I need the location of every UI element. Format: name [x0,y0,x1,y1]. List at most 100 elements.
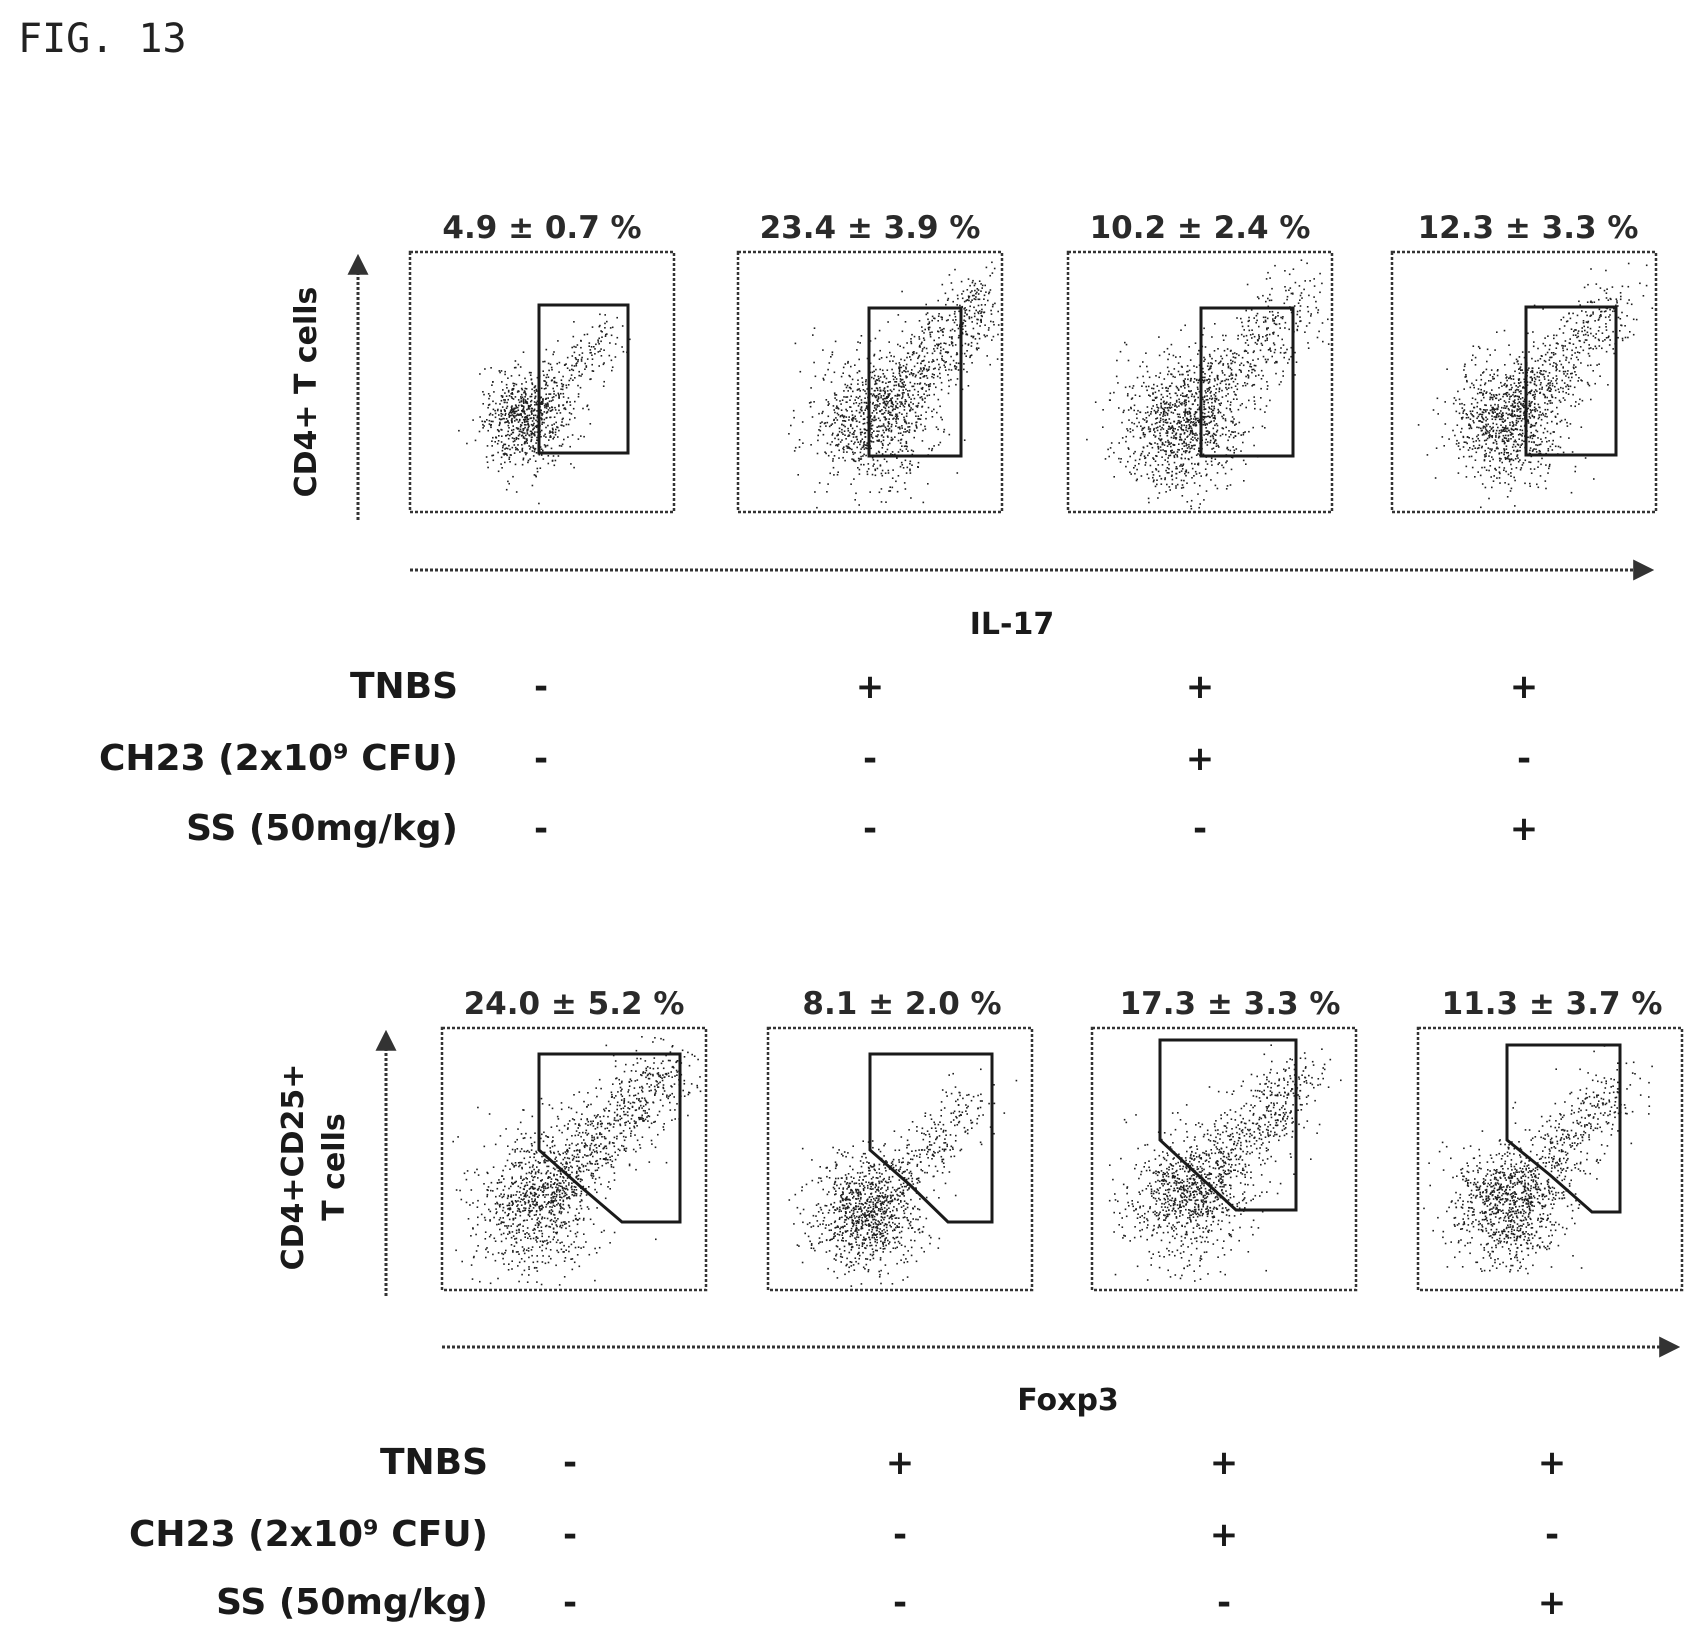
event-dot [1246,339,1249,341]
event-dot [1133,467,1135,469]
event-dot [963,319,965,322]
event-dot [1511,409,1513,411]
event-dot [1215,442,1218,445]
event-dot [542,398,544,400]
event-dot [1495,423,1498,426]
event-dot [1203,403,1206,406]
event-dot [925,390,927,392]
event-dot [928,322,930,325]
event-dot [992,321,995,323]
event-dot [1515,467,1518,469]
event-dot [1197,388,1199,390]
event-dot [841,423,843,426]
event-dot [586,333,589,336]
event-dot [572,369,575,372]
event-dot [858,421,861,423]
event-dot [512,388,514,391]
event-dot [1500,452,1503,454]
event-dot [1177,429,1179,431]
event-dot [857,397,860,399]
event-dot [1480,421,1483,423]
event-dot [1519,429,1522,431]
flow-plot-4: 12.3 ± 3.3 % [1390,210,1658,514]
event-dot [844,363,847,365]
event-dot [898,366,900,368]
event-dot [545,417,547,419]
event-dot [974,289,976,292]
event-dot [523,432,526,434]
event-dot [1225,426,1227,429]
event-dot [1565,356,1568,359]
event-dot [1612,348,1614,350]
event-dot [1198,407,1201,409]
event-dot [1489,434,1491,436]
event-dot [595,343,597,346]
event-dot [1213,442,1215,444]
condition-label: SS (50mg/kg) [186,808,458,849]
event-dot [1191,467,1194,470]
event-dot [853,478,855,480]
event-dot [1589,364,1592,366]
event-dot [1534,378,1537,381]
event-dot [1552,354,1555,356]
event-dot [1518,417,1520,420]
event-dot [837,445,839,447]
event-dot [864,409,866,411]
event-dot [1188,427,1191,429]
event-dot [1538,379,1541,382]
event-dot [1167,373,1169,376]
event-dot [864,444,867,446]
event-dot [513,385,515,387]
event-dot [1189,450,1191,453]
event-dot [1483,466,1486,469]
event-dot [1191,432,1194,435]
event-dot [870,435,873,438]
event-dot [554,431,557,434]
event-dot [1527,392,1530,394]
event-dot [547,424,549,427]
event-dot [1615,298,1618,300]
event-dot [1474,459,1477,461]
event-dot [1180,426,1182,429]
event-dot [1456,439,1458,442]
event-dot [582,407,584,410]
event-dot [503,454,505,456]
event-dot [1570,372,1572,375]
event-dot [566,401,568,404]
event-dot [1489,374,1491,376]
event-dot [1543,359,1546,362]
event-dot [871,387,873,390]
event-dot [1221,427,1224,429]
event-dot [1465,476,1468,478]
event-dot [1147,497,1150,500]
event-dot [1222,466,1225,469]
event-dot [1611,286,1614,288]
event-dot [1260,378,1263,380]
event-dot [1169,404,1171,406]
event-dot [1253,335,1256,338]
event-dot [1173,461,1176,464]
event-dot [1273,322,1276,325]
event-dot [497,451,499,454]
event-dot [854,399,856,401]
event-dot [1565,385,1567,388]
event-dot [588,342,591,344]
event-dot [837,471,839,473]
event-dot [529,417,532,420]
event-dot [1190,418,1192,420]
event-dot [609,327,612,329]
event-dot [1208,406,1210,408]
event-dot [1197,381,1199,384]
event-dot [931,352,934,355]
event-dot [1508,377,1510,380]
event-dot [1517,378,1520,381]
event-dot [1212,435,1214,438]
event-dot [610,359,613,362]
event-dot [894,394,896,397]
event-dot [526,401,528,403]
event-dot [1170,475,1173,477]
event-dot [1185,474,1187,477]
event-dot [980,320,982,322]
event-dot [1204,415,1206,418]
event-dot [903,409,906,411]
